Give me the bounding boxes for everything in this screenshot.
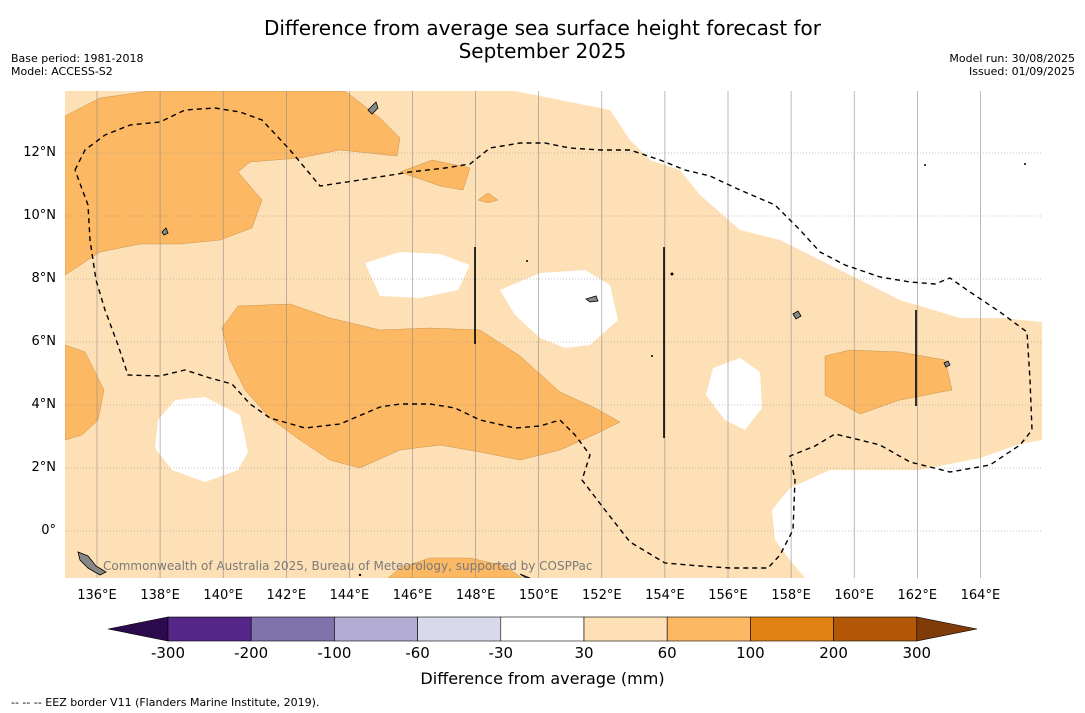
lon-label: 142°E [266,588,307,603]
lon-label: 164°E [960,588,1001,603]
colorbar-tick-label: 300 [902,644,932,662]
colorbar-segment [417,616,502,642]
chart-title-line1: Difference from average sea surface heig… [263,16,822,40]
island-marker [943,360,951,368]
base-period-text: Base period: 1981-2018 [11,52,144,65]
band-60-100-south [387,557,523,578]
band-60-100-west-edge [65,344,105,441]
lon-label: 160°E [834,588,874,603]
island-marker [1024,163,1026,165]
colorbar-tick-label: 60 [657,644,677,662]
white-region-3 [706,358,762,430]
lat-label: 6°N [31,334,57,349]
lat-label: 8°N [31,271,57,286]
lat-label: 10°N [23,208,56,223]
lat-label: 12°N [23,145,56,160]
colorbar-arrow-low [107,616,169,642]
island-marker [651,355,653,357]
island-marker [792,310,802,320]
model-text: Model: ACCESS-S2 [11,65,113,78]
white-region-1 [365,252,470,298]
colorbar-segment [334,616,418,642]
colorbar [107,616,978,642]
colorbar-segment [583,616,668,642]
colorbar-segment [666,616,751,642]
model-run-text: Model run: 30/08/2025 [949,52,1075,65]
lat-label: 0° [41,523,56,538]
lat-label: 2°N [31,460,57,475]
island-marker [670,272,674,276]
lon-label: 152°E [582,588,622,603]
band-60-100-northwest [65,91,401,276]
map-field [65,91,1042,578]
lon-label: 156°E [708,588,748,603]
colorbar-segment [833,616,918,642]
white-region-2 [500,270,618,348]
lon-label: 136°E [77,588,117,603]
island-marker [585,295,599,303]
white-region-4 [155,397,248,482]
colorbar-segment [500,616,585,642]
colorbar-title: Difference from average (mm) [420,669,665,688]
lon-label: 140°E [203,588,243,603]
colorbar-tick-label: -300 [150,644,186,662]
colorbar-segment [250,616,335,642]
island-marker [519,573,531,578]
issued-text: Issued: 01/09/2025 [968,65,1075,78]
colorbar-segment [167,616,252,642]
island-marker [77,551,107,576]
island-marker [367,101,379,115]
lon-label: 150°E [518,588,559,603]
white-region-northeast [515,91,1042,322]
island-marker [526,260,528,262]
colorbar-tick-label: -200 [234,644,269,662]
lon-label: 154°E [645,588,685,603]
island-marker [358,573,362,577]
colorbar-tick-label: 100 [736,644,765,662]
island-marker [924,164,926,166]
lon-label: 146°E [392,588,433,603]
colorbar-segment [750,616,834,642]
meta-left: Base period: 1981-2018 Model: ACCESS-S2 [11,52,143,78]
lon-label: 148°E [455,588,496,603]
lon-label: 144°E [329,588,370,603]
colorbar-tick-label: 30 [574,644,594,662]
colorbar-tick-label: -30 [488,644,514,662]
colorbar-arrow-high [916,616,978,642]
meta-right: Model run: 30/08/2025 Issued: 01/09/2025 [949,52,1075,78]
gridlines [65,91,1042,578]
colorbar-tick-label: -100 [317,644,352,662]
lon-label: 162°E [897,588,938,603]
colorbar-tick-label: -60 [405,644,430,662]
band-60-100-small-patch [477,192,499,204]
band-60-100-east [824,349,953,415]
colorbar-tick-label: 200 [819,644,848,662]
lon-label: 138°E [140,588,180,603]
lat-label: 4°N [31,397,57,412]
copyright-text: Commonwealth of Australia 2025, Bureau o… [103,559,593,573]
chart-title-line2: September 2025 [458,39,627,63]
eez-footnote: -- -- -- EEZ border V11 (Flanders Marine… [11,696,320,709]
island-marker [161,227,169,236]
lon-label: 158°E [771,588,811,603]
white-region-southeast [772,440,1042,578]
